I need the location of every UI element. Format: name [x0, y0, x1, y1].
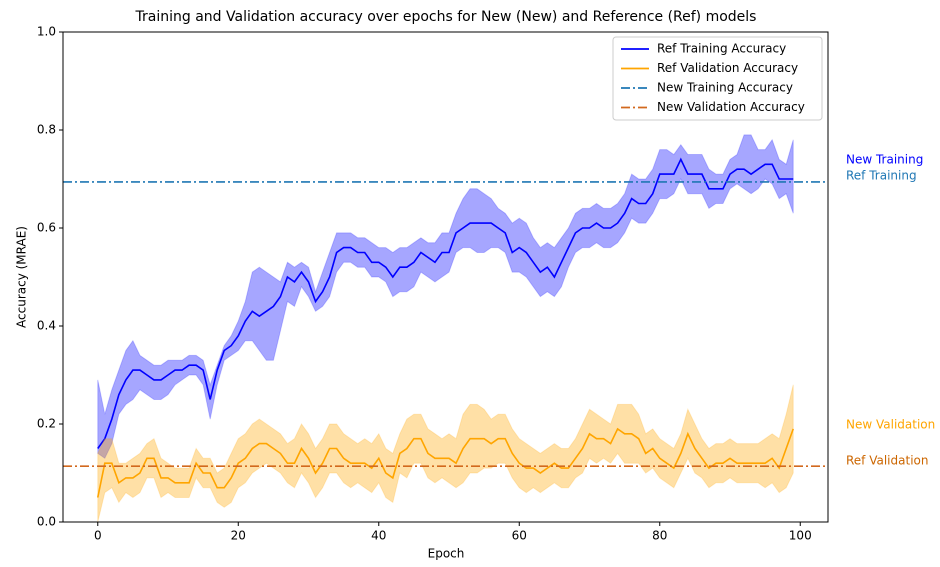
series-line: [96, 427, 794, 498]
x-tick-label: 60: [512, 529, 527, 543]
legend-label: Ref Validation Accuracy: [657, 61, 798, 75]
series-line: [97, 157, 794, 449]
legend-box: [612, 36, 823, 121]
x-tick-label: 40: [371, 529, 386, 543]
y-tick-label: 0.6: [37, 221, 56, 235]
y-tick-label: 0.4: [37, 319, 56, 333]
x-tick-label: 0: [94, 529, 102, 543]
legend-label: Ref Training Accuracy: [657, 42, 786, 56]
plot-frame: [62, 31, 829, 523]
y-tick-label: 0.8: [37, 123, 56, 137]
y-tick-label: 0.2: [37, 417, 56, 431]
legend: Ref Training Accuracy Ref Validation Accu…: [612, 36, 823, 121]
legend-label: New Training Accuracy: [657, 81, 793, 95]
legend-label: New Validation Accuracy: [657, 100, 805, 114]
y-tick-label: 0.0: [37, 515, 56, 529]
annotation: New Training: [846, 153, 923, 167]
y-axis-label: Accuracy (MRAE): [15, 226, 29, 328]
x-tick-label: 80: [652, 529, 667, 543]
confidence-band: [97, 134, 794, 460]
confidence-band: [97, 384, 794, 523]
x-axis-label: Epoch: [428, 547, 465, 561]
x-tick-label: 20: [231, 529, 246, 543]
annotation: Ref Training: [846, 169, 917, 183]
x-tick-label: 100: [789, 529, 812, 543]
annotation: Ref Validation: [846, 454, 928, 468]
chart-title: Training and Validation accuracy over ep…: [135, 9, 757, 25]
y-tick-label: 1.0: [37, 25, 56, 39]
annotation: New Validation: [846, 418, 935, 432]
